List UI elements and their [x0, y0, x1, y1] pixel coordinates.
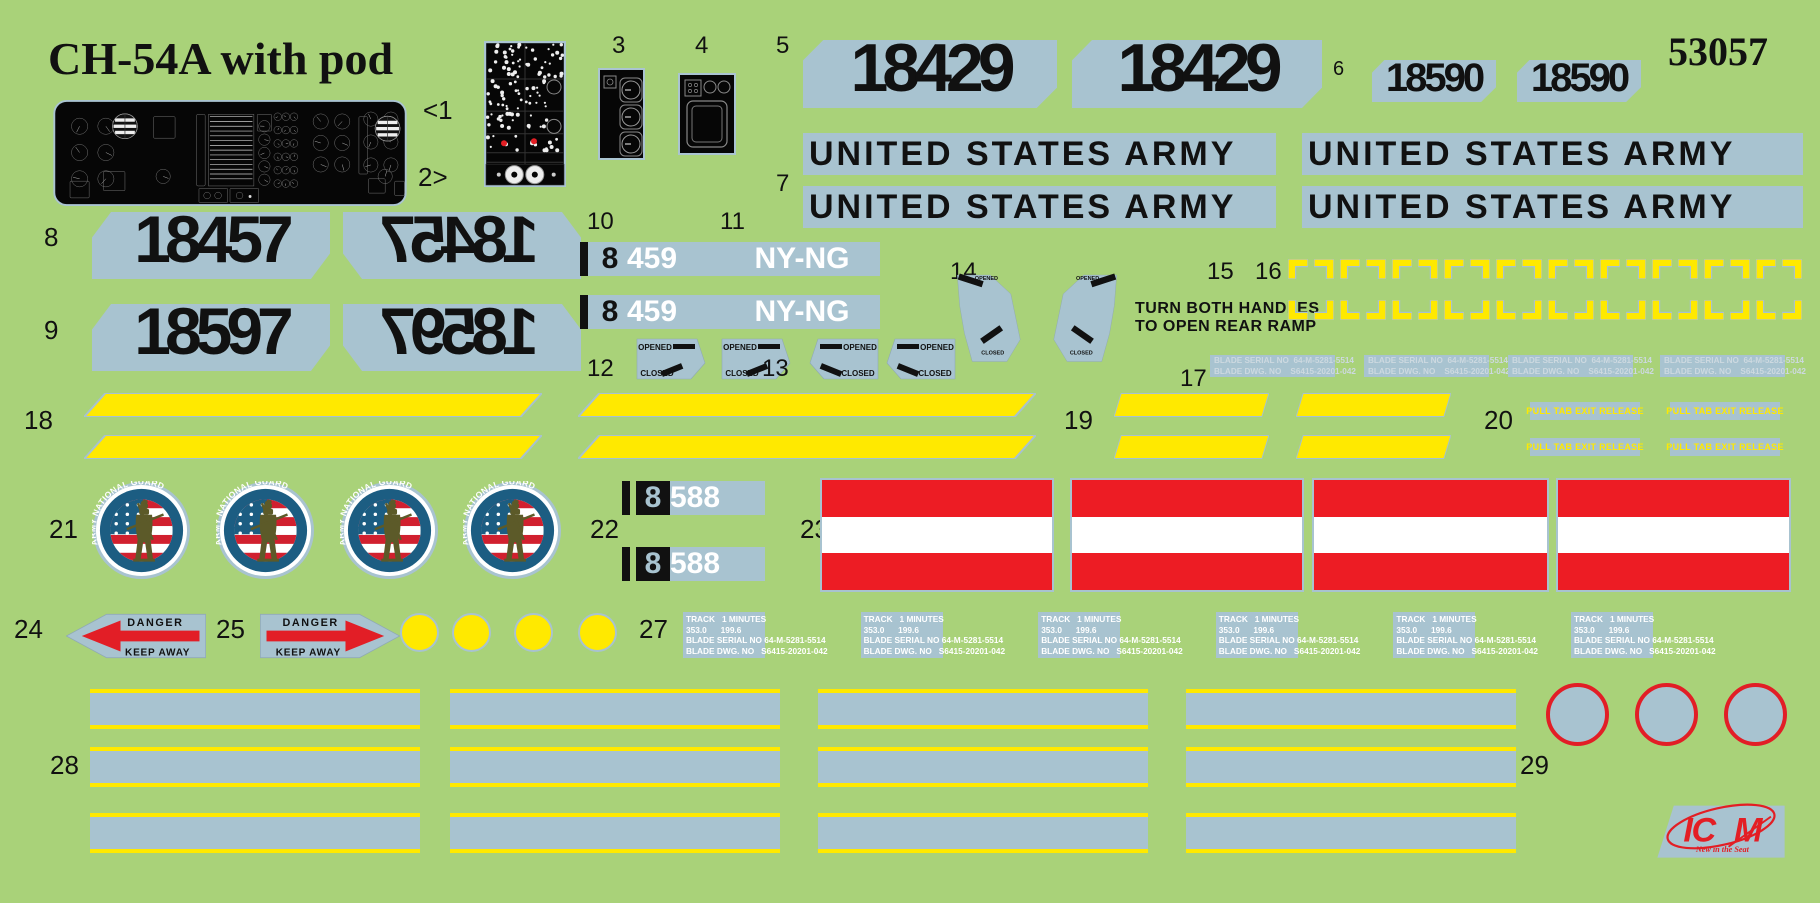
svg-text:OPENED: OPENED — [975, 276, 998, 282]
svg-text:IC: IC — [1683, 811, 1717, 849]
svg-text:KEEP AWAY: KEEP AWAY — [125, 647, 190, 658]
svg-text:CLOSED: CLOSED — [981, 350, 1004, 356]
svg-text:KEEP AWAY: KEEP AWAY — [276, 647, 341, 658]
svg-text:OPENED: OPENED — [638, 343, 672, 352]
svg-text:DANGER: DANGER — [283, 617, 339, 629]
svg-text:M: M — [1734, 811, 1764, 849]
svg-text:DANGER: DANGER — [127, 617, 183, 629]
svg-text:CLOSED: CLOSED — [640, 369, 674, 378]
svg-text:CLOSED: CLOSED — [841, 369, 875, 378]
svg-text:New in the Seat: New in the Seat — [1695, 845, 1750, 854]
svg-text:CLOSED: CLOSED — [918, 369, 952, 378]
svg-text:OPENED: OPENED — [843, 343, 877, 352]
svg-text:CLOSED: CLOSED — [1070, 350, 1093, 356]
svg-text:CLOSED: CLOSED — [725, 369, 759, 378]
svg-text:OPENED: OPENED — [920, 343, 954, 352]
svg-text:OPENED: OPENED — [1076, 276, 1099, 282]
svg-text:OPENED: OPENED — [723, 343, 757, 352]
